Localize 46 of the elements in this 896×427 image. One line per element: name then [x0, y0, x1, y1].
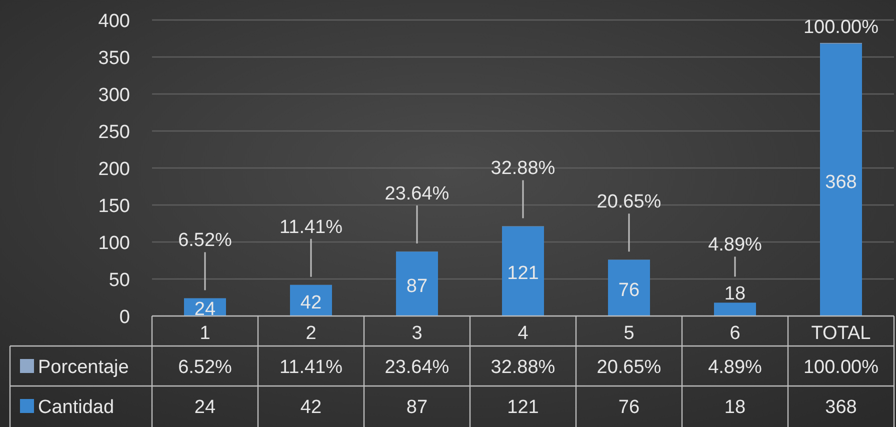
- x-tick-label: 5: [624, 323, 634, 344]
- text: 11.41%: [279, 216, 343, 238]
- data-label: 6.52%: [178, 357, 232, 378]
- x-tick-label: 1: [200, 323, 210, 344]
- legend-label: Porcentaje: [38, 357, 129, 378]
- y-tick-label: 250: [98, 122, 130, 143]
- text: 121: [507, 263, 539, 284]
- data-label: 18: [724, 397, 746, 418]
- data-label: 368: [825, 397, 857, 418]
- y-tick-label: 300: [98, 85, 130, 106]
- y-tick-label: 50: [108, 270, 130, 291]
- text: 32.88%: [490, 158, 556, 180]
- data-label: 11.41%: [279, 357, 343, 378]
- x-tick-label: 4: [518, 323, 529, 344]
- text: 4.89%: [708, 234, 762, 256]
- y-tick-label: 200: [98, 159, 130, 180]
- data-label: 32.88%: [490, 357, 556, 378]
- data-label: 20.65%: [596, 357, 662, 378]
- y-tick-label: 0: [119, 307, 130, 328]
- text: 42: [300, 292, 322, 314]
- text: 24: [194, 299, 216, 320]
- text: 20.65%: [596, 192, 662, 213]
- y-tick-label: 400: [98, 11, 130, 32]
- x-tick-label: 2: [306, 323, 316, 344]
- data-label: 100.00%: [803, 357, 879, 378]
- x-tick-label: 6: [730, 323, 740, 344]
- x-tick-label: TOTAL: [811, 323, 871, 344]
- data-label: 24: [194, 397, 216, 418]
- text: 100.00%: [803, 16, 879, 38]
- data-label: 23.64%: [384, 357, 450, 378]
- data-label: 76: [618, 397, 640, 418]
- text: 18: [724, 284, 746, 305]
- data-label: 121: [507, 397, 539, 418]
- x-tick-label: 3: [412, 323, 422, 344]
- y-tick-label: 100: [98, 233, 130, 254]
- text: 23.64%: [384, 183, 450, 204]
- data-label: 4.89%: [708, 357, 762, 378]
- text: 87: [406, 276, 428, 297]
- legend-label: Cantidad: [38, 397, 114, 418]
- data-label: 42: [300, 397, 322, 418]
- y-tick-label: 350: [98, 48, 130, 69]
- data-label: 87: [406, 397, 428, 418]
- y-tick-label: 150: [98, 196, 130, 217]
- text: 6.52%: [178, 230, 232, 252]
- text: 76: [618, 280, 640, 301]
- text: 368: [825, 172, 857, 193]
